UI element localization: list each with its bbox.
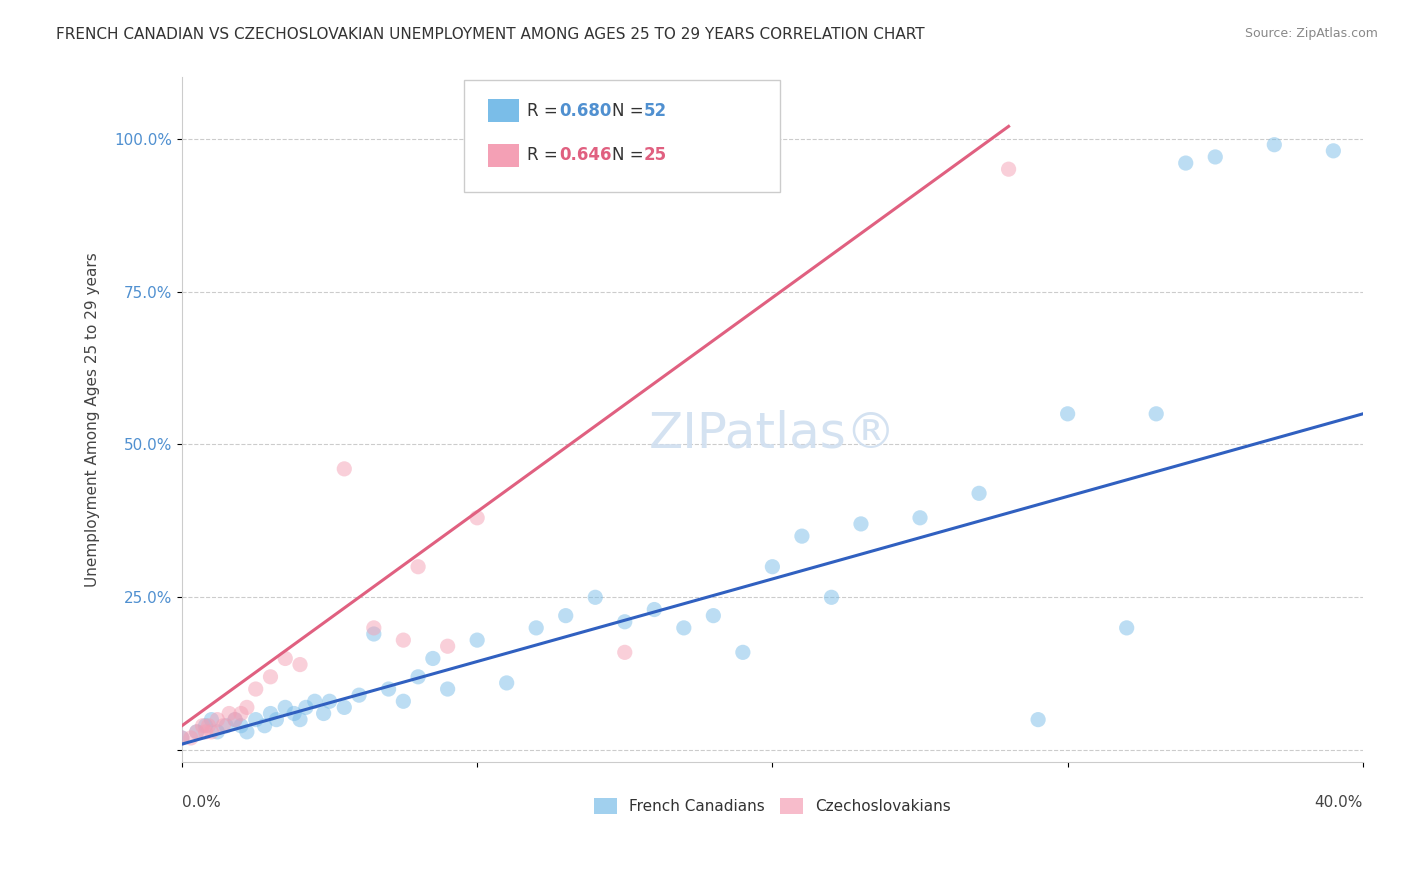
Text: 40.0%: 40.0%	[1315, 795, 1362, 810]
Point	[672, 621, 695, 635]
Text: 0.680: 0.680	[560, 102, 612, 120]
Point	[997, 162, 1019, 177]
Text: N =: N =	[612, 102, 648, 120]
Point	[643, 602, 665, 616]
Point	[318, 694, 340, 708]
Point	[363, 627, 385, 641]
Point	[236, 700, 259, 714]
Point	[465, 510, 488, 524]
Text: Source: ZipAtlas.com: Source: ZipAtlas.com	[1244, 27, 1378, 40]
Point	[524, 621, 547, 635]
Text: N =: N =	[612, 146, 648, 164]
Point	[333, 462, 356, 476]
Text: 0.646: 0.646	[560, 146, 612, 164]
Point	[259, 706, 281, 721]
Point	[790, 529, 813, 543]
Legend: French Canadians, Czechoslovakians: French Canadians, Czechoslovakians	[585, 789, 960, 823]
Text: R =: R =	[527, 146, 564, 164]
Point	[1056, 407, 1078, 421]
Point	[702, 608, 724, 623]
Point	[406, 559, 429, 574]
Point	[333, 700, 356, 714]
Point	[613, 645, 636, 659]
Point	[200, 713, 222, 727]
Point	[229, 719, 252, 733]
Point	[253, 719, 276, 733]
Text: R =: R =	[527, 102, 564, 120]
Point	[180, 731, 202, 745]
Point	[849, 516, 872, 531]
Point	[207, 713, 229, 727]
Point	[170, 731, 193, 745]
Point	[224, 713, 246, 727]
Point	[245, 713, 267, 727]
Point	[197, 719, 219, 733]
Text: 25: 25	[644, 146, 666, 164]
Point	[1263, 137, 1285, 152]
Point	[436, 639, 458, 653]
Point	[191, 719, 214, 733]
Y-axis label: Unemployment Among Ages 25 to 29 years: Unemployment Among Ages 25 to 29 years	[86, 252, 100, 587]
Point	[215, 719, 238, 733]
Point	[283, 706, 305, 721]
Point	[170, 731, 193, 745]
Point	[229, 706, 252, 721]
Point	[200, 724, 222, 739]
Point	[312, 706, 335, 721]
Point	[259, 670, 281, 684]
Point	[1322, 144, 1344, 158]
Point	[363, 621, 385, 635]
Point	[304, 694, 326, 708]
Point	[194, 724, 217, 739]
Text: 52: 52	[644, 102, 666, 120]
Point	[236, 724, 259, 739]
Point	[288, 657, 311, 672]
Point	[377, 681, 399, 696]
Point	[392, 694, 415, 708]
Point	[186, 724, 208, 739]
Point	[245, 681, 267, 696]
Point	[274, 700, 297, 714]
Point	[1204, 150, 1226, 164]
Point	[1026, 713, 1049, 727]
Point	[613, 615, 636, 629]
Text: 0.0%: 0.0%	[181, 795, 221, 810]
Point	[1115, 621, 1137, 635]
Point	[224, 713, 246, 727]
Point	[1144, 407, 1167, 421]
Point	[554, 608, 576, 623]
Point	[465, 633, 488, 648]
Point	[288, 713, 311, 727]
Point	[761, 559, 783, 574]
Point	[820, 591, 842, 605]
Point	[1174, 156, 1197, 170]
Point	[207, 724, 229, 739]
Point	[212, 719, 235, 733]
Text: ZIPatlas®: ZIPatlas®	[648, 409, 896, 458]
Point	[908, 510, 931, 524]
Point	[583, 591, 606, 605]
Point	[495, 676, 517, 690]
Point	[194, 719, 217, 733]
Point	[218, 706, 240, 721]
Text: FRENCH CANADIAN VS CZECHOSLOVAKIAN UNEMPLOYMENT AMONG AGES 25 TO 29 YEARS CORREL: FRENCH CANADIAN VS CZECHOSLOVAKIAN UNEMP…	[56, 27, 925, 42]
Point	[347, 688, 370, 702]
Point	[186, 724, 208, 739]
Point	[422, 651, 444, 665]
Point	[392, 633, 415, 648]
Point	[266, 713, 288, 727]
Point	[274, 651, 297, 665]
Point	[295, 700, 318, 714]
Point	[967, 486, 990, 500]
Point	[406, 670, 429, 684]
Point	[436, 681, 458, 696]
Point	[731, 645, 754, 659]
